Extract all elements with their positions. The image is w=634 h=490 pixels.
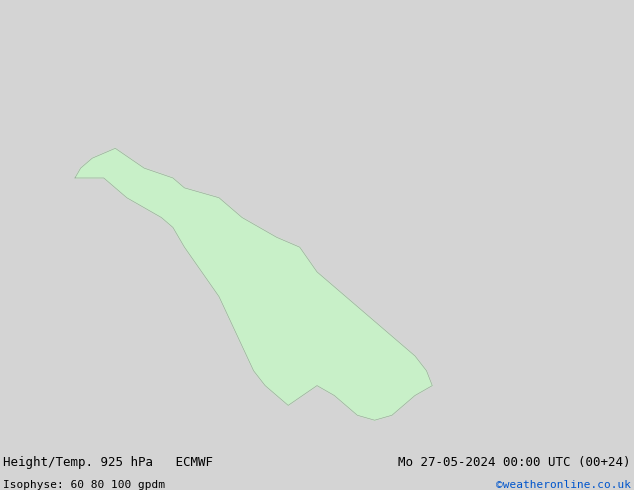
Text: Isophyse: 60 80 100 gpdm: Isophyse: 60 80 100 gpdm — [3, 480, 165, 490]
Text: Mo 27-05-2024 00:00 UTC (00+24): Mo 27-05-2024 00:00 UTC (00+24) — [398, 456, 631, 469]
Text: ©weatheronline.co.uk: ©weatheronline.co.uk — [496, 480, 631, 490]
Polygon shape — [75, 148, 432, 420]
Text: Height/Temp. 925 hPa   ECMWF: Height/Temp. 925 hPa ECMWF — [3, 456, 213, 469]
